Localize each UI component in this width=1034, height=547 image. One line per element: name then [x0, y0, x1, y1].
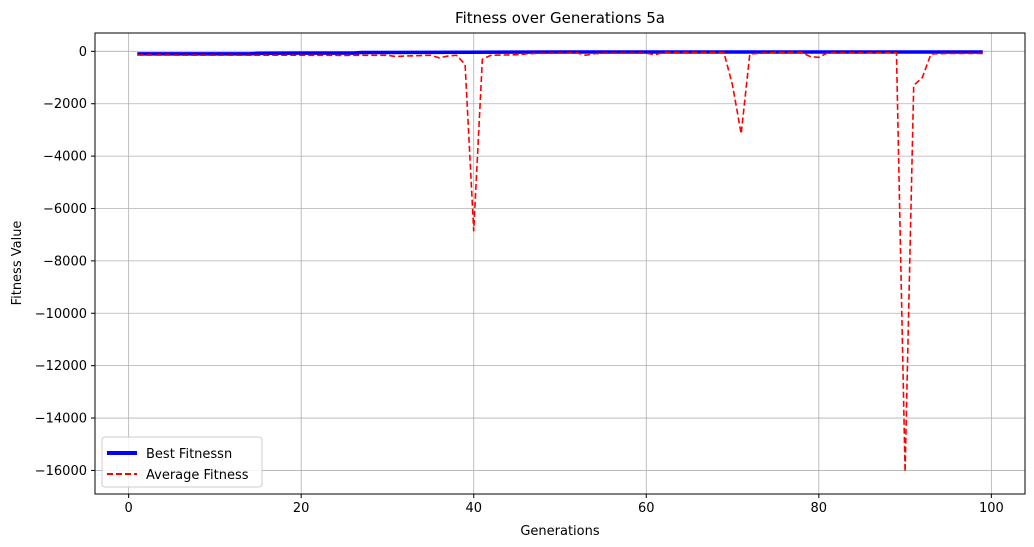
- legend-label-average: Average Fitness: [146, 468, 249, 483]
- series-line-average-fitness: [137, 51, 983, 473]
- legend: Best Fitnessn Average Fitness: [101, 436, 263, 488]
- plot-frame: [94, 32, 1026, 495]
- x-tick-label: 20: [293, 501, 310, 516]
- x-tick-label: 40: [465, 501, 482, 516]
- y-tick-label: −14000: [35, 412, 87, 427]
- x-tick-label: 0: [125, 501, 133, 516]
- x-tick-label: 80: [811, 501, 828, 516]
- y-tick-label: −6000: [43, 202, 87, 217]
- y-tick-label: −12000: [35, 359, 87, 374]
- legend-label-best: Best Fitnessn: [146, 447, 232, 462]
- x-tick-label: 60: [638, 501, 655, 516]
- legend-box: [101, 436, 263, 488]
- y-tick-label: 0: [79, 45, 87, 60]
- y-tick-label: −8000: [43, 254, 87, 269]
- chart-title: Fitness over Generations 5a: [455, 9, 665, 27]
- y-tick-label: −10000: [35, 307, 87, 322]
- y-tick-label: −4000: [43, 150, 87, 165]
- y-tick-label: −2000: [43, 97, 87, 112]
- y-axis-label: Fitness Value: [10, 221, 25, 306]
- series-line-best-fitness: [137, 50, 983, 56]
- x-tick-label: 100: [979, 501, 1004, 516]
- y-tick-label: −16000: [35, 464, 87, 479]
- x-axis-label: Generations: [520, 524, 600, 539]
